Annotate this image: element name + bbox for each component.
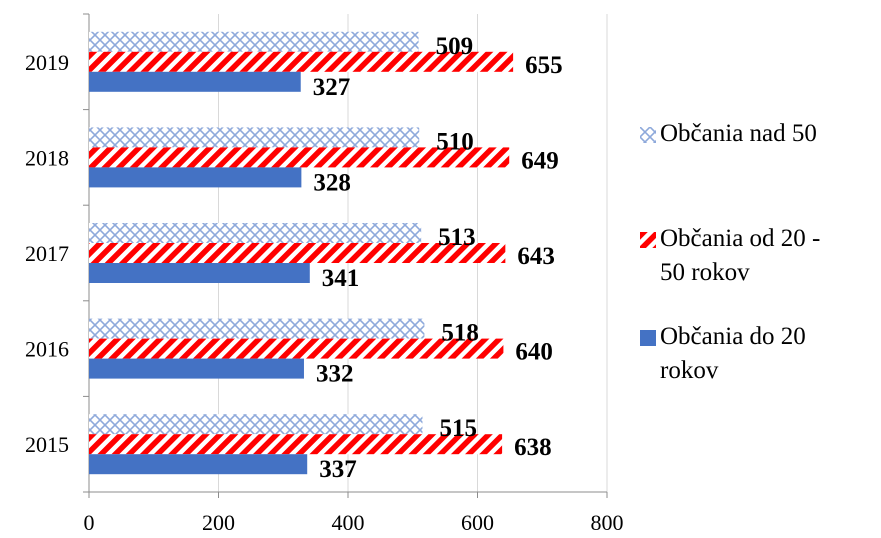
data-label: 640: [515, 339, 553, 366]
y-tick-label: 2019: [25, 50, 69, 75]
data-label: 510: [436, 128, 474, 155]
bar: [89, 338, 504, 359]
x-tick-label: 0: [84, 510, 95, 535]
x-tick-label: 800: [591, 510, 624, 535]
data-label: 332: [316, 361, 354, 388]
y-tick-label: 2018: [25, 145, 69, 170]
x-tick-label: 400: [332, 510, 365, 535]
bar: [89, 434, 503, 455]
legend-label: Občania do 20 rokov: [660, 323, 806, 384]
bar: [89, 127, 420, 148]
y-tick-label: 2016: [25, 337, 69, 362]
data-label: 341: [322, 265, 360, 292]
y-tick-label: 2017: [25, 241, 69, 266]
data-label: 509: [436, 33, 474, 60]
x-tick-label: 600: [461, 510, 494, 535]
legend-item-do-20: Občania do 20 rokov: [640, 320, 870, 388]
bar: [89, 358, 304, 379]
bar: [89, 243, 506, 263]
bar: [89, 454, 308, 475]
data-label: 643: [517, 243, 555, 270]
data-label: 327: [313, 74, 351, 101]
data-label: 638: [514, 434, 552, 461]
data-label: 513: [438, 224, 476, 251]
bar: [89, 263, 310, 283]
y-tick-label: 2015: [25, 432, 69, 457]
data-labels: 515 638 337 518 640 332 513 643 341 510 649 328 509 6…: [313, 33, 563, 483]
bar: [89, 51, 514, 72]
data-label: 655: [525, 52, 563, 79]
legend-item-od-20-50: Občania od 20 - 50 rokov: [640, 222, 870, 290]
bar: [89, 31, 419, 52]
bar: [89, 167, 302, 188]
legend-item-nad-50: Občania nad 50: [640, 117, 870, 151]
legend-swatch-stripes-icon: [640, 232, 656, 248]
bar: [89, 223, 422, 243]
data-label: 518: [441, 320, 479, 347]
legend-label: Občania nad 50: [660, 120, 817, 147]
data-label: 649: [521, 147, 559, 174]
bar: [89, 318, 425, 339]
bar: [89, 414, 423, 435]
legend-label: Občania od 20 - 50 rokov: [660, 225, 821, 286]
data-label: 337: [319, 456, 357, 483]
legend: Občania nad 50 Občania od 20 - 50 rokov …: [640, 0, 881, 538]
bar: [89, 147, 510, 168]
legend-swatch-cross-hatch-icon: [640, 127, 656, 143]
x-tick-label: 200: [202, 510, 235, 535]
legend-swatch-solid-icon: [640, 330, 656, 346]
bars: [89, 31, 514, 475]
bar: [89, 71, 301, 92]
data-label: 515: [439, 415, 477, 442]
data-label: 328: [313, 169, 351, 196]
